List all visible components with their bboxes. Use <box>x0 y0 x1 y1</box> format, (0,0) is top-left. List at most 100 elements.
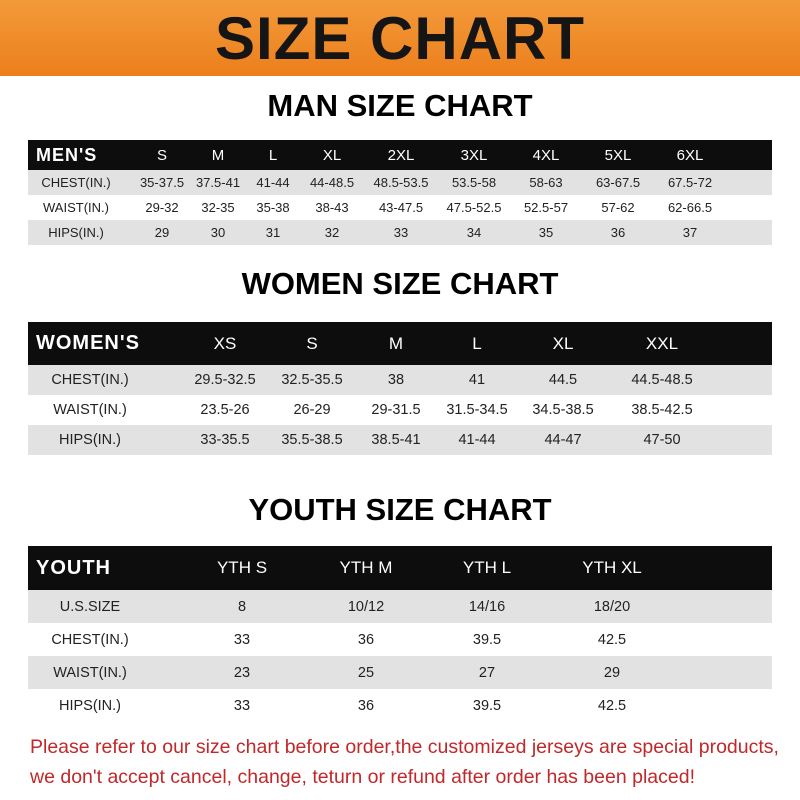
table-cell: 39.5 <box>472 631 502 648</box>
youth-section-title: YOUTH SIZE CHART <box>248 492 552 527</box>
table-cell: 23 <box>233 664 251 681</box>
table-cell: 48.5-53.5 <box>373 175 429 190</box>
size-header-cell: L <box>472 333 482 353</box>
table-cell: 41-44 <box>458 432 496 448</box>
table-cell: 38.5-41 <box>371 432 421 448</box>
table-cell: 63-67.5 <box>595 175 641 190</box>
row-label: U.S.SIZE <box>59 598 121 615</box>
table-cell: 58-63 <box>529 175 563 190</box>
table-cell: 26-29 <box>293 402 331 418</box>
table-cell: 37 <box>682 225 698 240</box>
table-row: CHEST(IN.) 29.5-32.5 32.5-35.5 38 41 44.5 44.5… <box>28 365 772 395</box>
size-header-cell: M <box>388 333 404 353</box>
table-row: HIPS(IN.) 33 36 39.5 42.5 <box>28 689 772 722</box>
table-cell: 29-32 <box>145 200 179 215</box>
women-section-title: WOMEN SIZE CHART <box>241 266 559 301</box>
table-row: HIPS(IN.) 33-35.5 35.5-38.5 38.5-41 41-44 44-… <box>28 425 772 455</box>
size-header-cell: 2XL <box>387 146 415 164</box>
table-cell: 44.5-48.5 <box>631 372 693 388</box>
banner: SIZE CHART <box>0 0 800 76</box>
table-cell: 33 <box>233 697 251 714</box>
table-cell: 52.5-57 <box>523 200 569 215</box>
table-cell: 31.5-34.5 <box>446 402 508 418</box>
table-cell: 29 <box>603 664 621 681</box>
size-header-cell: L <box>268 146 278 164</box>
table-header-row: MEN'S S M L XL 2XL 3XL 4XL 5XL 6XL <box>28 140 772 170</box>
size-header-cell: YTH L <box>462 558 512 577</box>
table-cell: 35-38 <box>256 200 290 215</box>
table-cell: 25 <box>357 664 375 681</box>
row-label: WAIST(IN.) <box>43 200 109 215</box>
size-header-cell: 5XL <box>604 146 632 164</box>
row-label: CHEST(IN.) <box>41 175 111 190</box>
size-header-cell: S <box>156 146 168 164</box>
table-cell: 34.5-38.5 <box>532 402 594 418</box>
size-header-cell: XL <box>552 333 574 353</box>
table-cell: 42.5 <box>597 697 627 714</box>
row-label: CHEST(IN.) <box>51 372 129 388</box>
size-header-cell: M <box>211 146 225 164</box>
table-cell: 32 <box>324 225 340 240</box>
men-section-title: MAN SIZE CHART <box>267 88 533 123</box>
table-cell: 37.5-41 <box>195 175 241 190</box>
size-header-cell: S <box>306 333 318 353</box>
table-cell: 29.5-32.5 <box>194 372 256 388</box>
table-cell: 33 <box>233 631 251 648</box>
table-header-row: WOMEN'S XS S M L XL XXL <box>28 322 772 365</box>
size-header-cell: YTH XL <box>582 558 642 577</box>
table-cell: 47.5-52.5 <box>446 200 502 215</box>
table-row: WAIST(IN.) 23.5-26 26-29 29-31.5 31.5-34.5 34… <box>28 395 772 425</box>
row-label: CHEST(IN.) <box>51 631 129 648</box>
table-cell: 38.5-42.5 <box>631 402 693 418</box>
banner-title: SIZE CHART <box>215 5 585 72</box>
table-row: CHEST(IN.) 35-37.5 37.5-41 41-44 44-48.5 48.5… <box>28 170 772 195</box>
table-header-label: YOUTH <box>36 556 111 579</box>
note-line-2: we don't accept cancel, change, teturn o… <box>30 766 695 788</box>
table-header-row: YOUTH YTH S YTH M YTH L YTH XL <box>28 546 772 590</box>
row-label: HIPS(IN.) <box>58 432 122 448</box>
table-cell: 44-48.5 <box>309 175 355 190</box>
table-row: HIPS(IN.) 29 30 31 32 33 34 35 36 37 <box>28 220 772 245</box>
size-header-cell: 6XL <box>676 146 704 164</box>
size-header-cell: YTH S <box>216 558 268 577</box>
table-header-label: MEN'S <box>36 144 98 165</box>
table-cell: 39.5 <box>472 697 502 714</box>
table-cell: 27 <box>478 664 496 681</box>
table-row: CHEST(IN.) 33 36 39.5 42.5 <box>28 623 772 656</box>
size-header-cell: XL <box>322 146 342 164</box>
table-cell: 35-37.5 <box>139 175 185 190</box>
table-cell: 29-31.5 <box>371 402 421 418</box>
table-cell: 38-43 <box>315 200 349 215</box>
table-cell: 41 <box>468 372 486 388</box>
table-row: WAIST(IN.) 29-32 32-35 35-38 38-43 43-47.5 47.… <box>28 195 772 220</box>
table-cell: 43-47.5 <box>378 200 424 215</box>
size-header-cell: 3XL <box>460 146 488 164</box>
table-cell: 62-66.5 <box>667 200 713 215</box>
row-label: WAIST(IN.) <box>53 664 127 681</box>
table-cell: 32-35 <box>201 200 235 215</box>
size-header-cell: XS <box>213 333 237 353</box>
row-label: HIPS(IN.) <box>58 697 122 714</box>
table-cell: 14/16 <box>468 598 506 615</box>
table-cell: 30 <box>210 225 226 240</box>
table-cell: 57-62 <box>601 200 635 215</box>
table-cell: 35.5-38.5 <box>281 432 343 448</box>
table-cell: 44-47 <box>544 432 582 448</box>
row-label: WAIST(IN.) <box>53 402 127 418</box>
table-cell: 33-35.5 <box>200 432 250 448</box>
table-cell: 38 <box>387 372 405 388</box>
table-cell: 10/12 <box>347 598 385 615</box>
table-cell: 53.5-58 <box>451 175 497 190</box>
table-cell: 23.5-26 <box>200 402 250 418</box>
table-cell: 42.5 <box>597 631 627 648</box>
size-header-cell: 4XL <box>532 146 560 164</box>
table-cell: 36 <box>357 697 375 714</box>
size-header-cell: XXL <box>645 333 679 353</box>
table-cell: 67.5-72 <box>667 175 713 190</box>
table-cell: 41-44 <box>256 175 290 190</box>
note-line-1: Please refer to our size chart before or… <box>30 736 779 758</box>
table-header-label: WOMEN'S <box>36 332 140 354</box>
table-cell: 47-50 <box>643 432 681 448</box>
table-cell: 35 <box>538 225 554 240</box>
table-row: U.S.SIZE 8 10/12 14/16 18/20 <box>28 590 772 623</box>
